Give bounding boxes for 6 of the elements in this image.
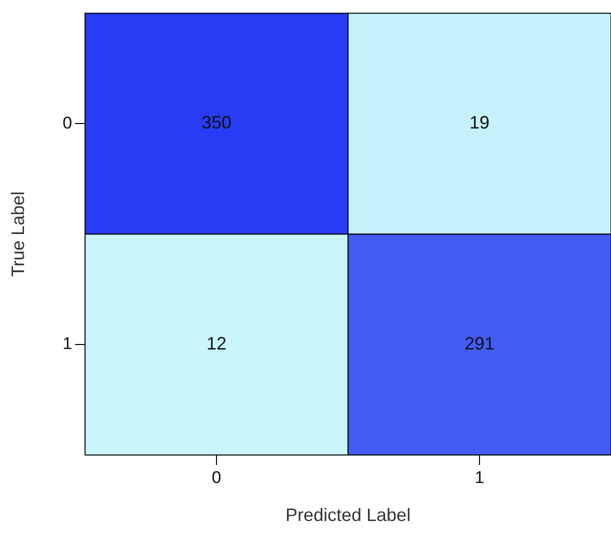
- data-label: 350: [202, 112, 232, 133]
- x-axis-title: Predicted Label: [285, 505, 411, 526]
- y-axis-title: True Label: [8, 191, 28, 277]
- data-label: 12: [206, 334, 227, 354]
- data-label: 19: [470, 112, 490, 133]
- data-label: 291: [464, 334, 495, 354]
